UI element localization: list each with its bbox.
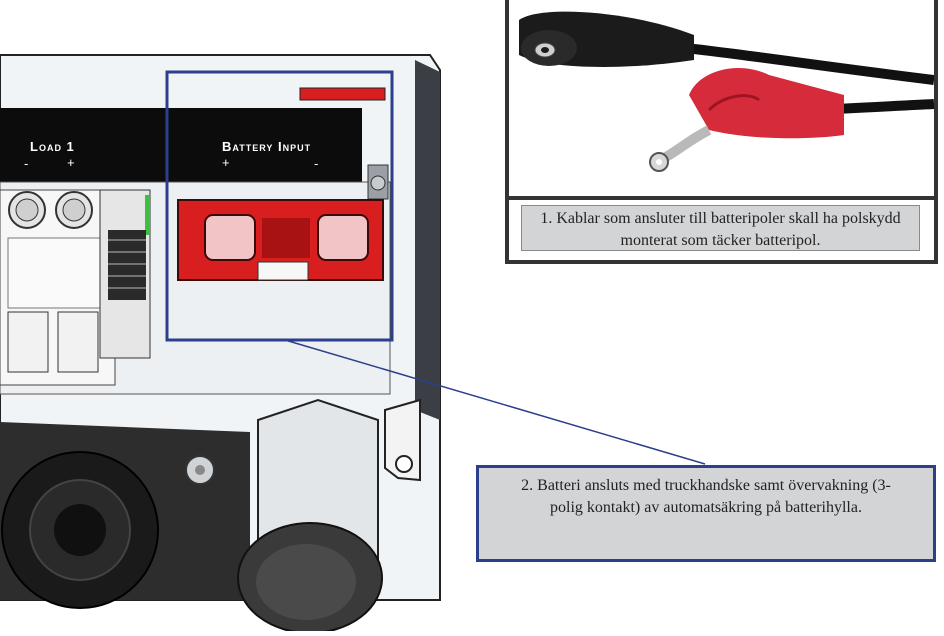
top-red-tab (299, 87, 386, 101)
battery-plus: + (222, 155, 230, 170)
device-drawing (0, 54, 441, 634)
label-panel (0, 108, 362, 182)
load-plus: + (67, 155, 75, 170)
battery-connector-red (177, 199, 384, 281)
device-illustration: Load 1 - + Battery Input + - (0, 0, 470, 634)
side-screw (370, 175, 386, 191)
housing-side (415, 60, 440, 420)
load-label: Load 1 (30, 139, 75, 154)
black-pole-cover (519, 11, 694, 67)
highlight-frame (165, 70, 394, 342)
battery-input-label: Battery Input (222, 139, 312, 154)
photo-divider (509, 196, 934, 200)
ribbed-connector (99, 189, 151, 359)
battery-minus: - (314, 156, 319, 171)
battery-callout: 2. Batteri ansluts med truckhandske samt… (476, 465, 936, 562)
cable-photo (519, 11, 934, 172)
cable-caption: 1. Kablar som ansluter till batteripoler… (521, 205, 920, 251)
red-pole-cover (649, 67, 844, 172)
cable-photo-callout: 1. Kablar som ansluter till batteripoler… (505, 0, 938, 264)
load-terminal-block (0, 189, 116, 386)
load-minus: - (24, 156, 29, 171)
